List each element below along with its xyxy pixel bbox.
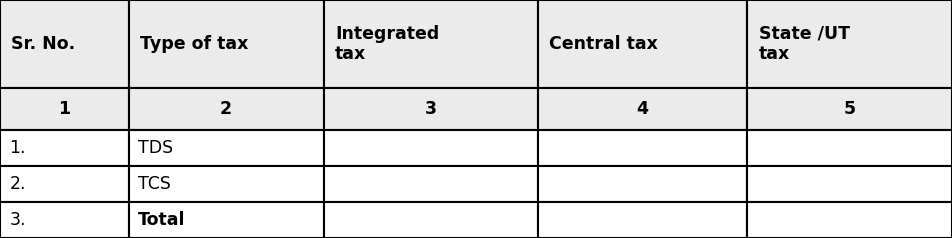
Bar xyxy=(747,166,952,202)
Bar xyxy=(747,88,952,130)
Text: 2.: 2. xyxy=(10,175,26,193)
Bar xyxy=(747,130,952,166)
Bar xyxy=(324,88,538,130)
Text: Integrated
tax: Integrated tax xyxy=(335,25,440,64)
Bar xyxy=(129,0,324,88)
Bar xyxy=(538,130,747,166)
Text: 3.: 3. xyxy=(10,211,26,229)
Bar xyxy=(0,202,129,238)
Text: 2: 2 xyxy=(220,100,232,118)
Bar xyxy=(747,202,952,238)
Text: 5: 5 xyxy=(843,100,856,118)
Bar xyxy=(0,130,129,166)
Text: 3: 3 xyxy=(425,100,437,118)
Bar xyxy=(0,88,129,130)
Text: 1: 1 xyxy=(58,100,70,118)
Bar xyxy=(324,202,538,238)
Bar xyxy=(538,0,747,88)
Bar xyxy=(747,0,952,88)
Text: 1.: 1. xyxy=(10,139,26,157)
Text: Sr. No.: Sr. No. xyxy=(11,35,75,53)
Bar xyxy=(129,166,324,202)
Text: TCS: TCS xyxy=(138,175,171,193)
Text: Type of tax: Type of tax xyxy=(140,35,248,53)
Bar xyxy=(129,88,324,130)
Bar xyxy=(324,166,538,202)
Bar xyxy=(129,202,324,238)
Text: TDS: TDS xyxy=(138,139,173,157)
Bar xyxy=(538,166,747,202)
Text: Total: Total xyxy=(138,211,186,229)
Bar xyxy=(538,202,747,238)
Bar xyxy=(0,166,129,202)
Bar xyxy=(0,0,129,88)
Text: State /UT
tax: State /UT tax xyxy=(759,25,850,64)
Bar xyxy=(324,0,538,88)
Bar xyxy=(129,130,324,166)
Text: 4: 4 xyxy=(637,100,648,118)
Bar xyxy=(538,88,747,130)
Text: Central tax: Central tax xyxy=(549,35,658,53)
Bar xyxy=(324,130,538,166)
